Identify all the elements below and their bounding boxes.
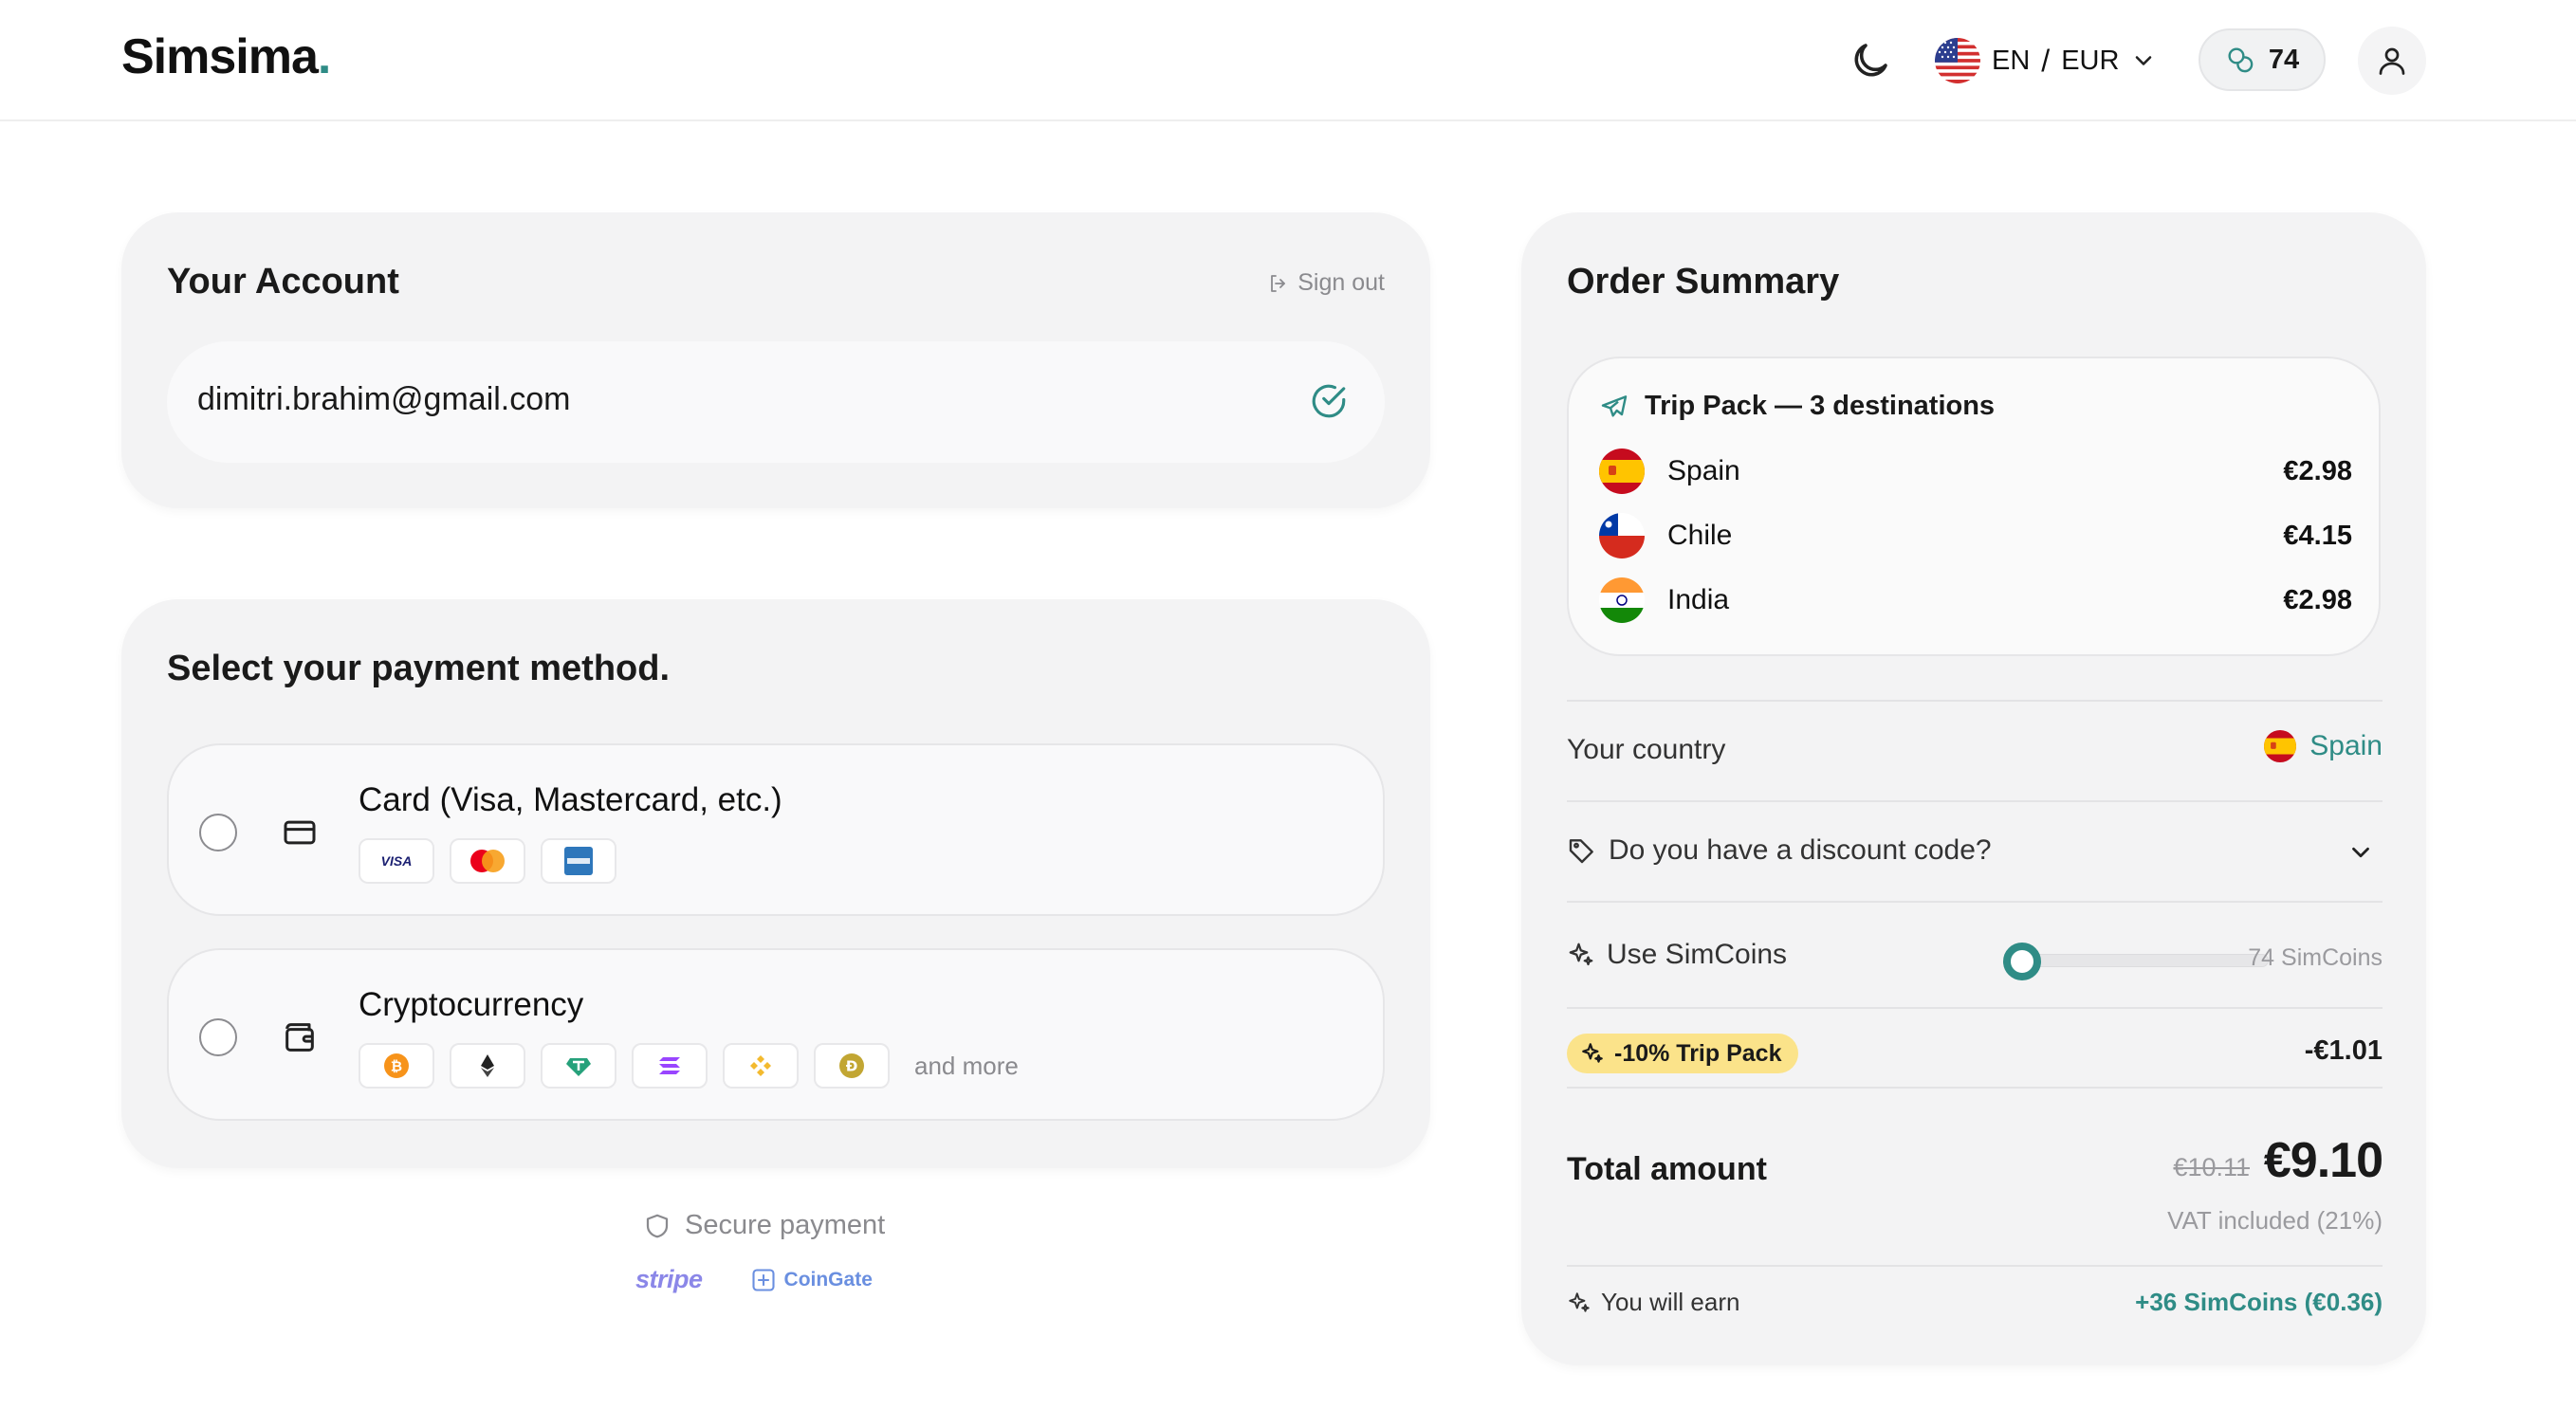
destination-row: India €2.98	[1599, 577, 2352, 624]
trip-pack-header: Trip Pack — 3 destinations	[1599, 391, 1995, 422]
usdt-icon	[541, 1043, 616, 1089]
language-label: EN	[1992, 45, 2031, 76]
crypto-option-label: Cryptocurrency	[359, 986, 584, 1023]
payment-method-card: Select your payment method. Card (Visa, …	[121, 599, 1430, 1168]
dogecoin-icon: Ð	[814, 1043, 890, 1089]
account-card: Your Account Sign out dimitri.brahim@gma…	[121, 212, 1430, 508]
sparkle-icon	[1569, 1291, 1590, 1312]
discount-label: Do you have a discount code?	[1609, 834, 1992, 866]
simcoins-max: 74 SimCoins	[2248, 944, 2383, 971]
earn-label: You will earn	[1601, 1288, 1740, 1316]
coins-icon	[2228, 47, 2254, 73]
original-price: €10.11	[2173, 1153, 2250, 1181]
shield-icon	[646, 1214, 669, 1237]
vat-note: VAT included (21%)	[2167, 1206, 2383, 1235]
simcoins-balance-button[interactable]: 74	[2199, 28, 2326, 91]
email-value: dimitri.brahim@gmail.com	[197, 381, 571, 417]
logo[interactable]: Simsima.	[121, 29, 331, 84]
stripe-logo: stripe	[635, 1265, 703, 1293]
dark-mode-toggle[interactable]	[1848, 38, 1893, 83]
coingate-icon	[751, 1268, 775, 1291]
sparkle-icon	[1569, 943, 1593, 966]
payment-providers: stripe CoinGate	[635, 1265, 873, 1294]
destination-row: Chile €4.15	[1599, 512, 2352, 559]
coins-count: 74	[2268, 44, 2300, 75]
card-brands: VISA	[359, 838, 616, 884]
crypto-coins: ₿ Ð and more	[359, 1043, 1019, 1089]
spain-flag-icon	[2264, 730, 2297, 762]
user-icon	[2379, 47, 2405, 75]
sign-out-link[interactable]: Sign out	[1267, 269, 1385, 297]
payment-title: Select your payment method.	[167, 649, 671, 688]
tag-icon	[1569, 839, 1593, 864]
language-currency-selector[interactable]: EN / EUR	[1935, 34, 2157, 87]
card-option-label: Card (Visa, Mastercard, etc.)	[359, 781, 782, 818]
sign-out-icon	[1271, 274, 1286, 292]
destination-row: Spain €2.98	[1599, 448, 2352, 495]
plane-icon	[1601, 394, 1628, 417]
order-summary-title: Order Summary	[1567, 262, 1840, 302]
card-radio[interactable]	[199, 814, 237, 851]
moon-icon	[1854, 44, 1887, 77]
credit-card-icon	[284, 820, 316, 845]
sparkle-icon	[1582, 1043, 1603, 1063]
total-row: Total amount €10.11 €9.10 VAT included (…	[1567, 1087, 2383, 1265]
india-flag-icon	[1599, 577, 1645, 623]
discount-code-toggle[interactable]: Do you have a discount code?	[1567, 800, 2383, 901]
order-summary-card: Order Summary Trip Pack — 3 destinations…	[1521, 212, 2426, 1365]
total-price: €9.10	[2263, 1133, 2383, 1188]
bnb-icon	[723, 1043, 799, 1089]
account-button[interactable]	[2358, 27, 2426, 95]
wallet-icon	[285, 1023, 314, 1052]
solana-icon	[632, 1043, 708, 1089]
discount-row: -10% Trip Pack -€1.01	[1567, 1007, 2383, 1087]
us-flag-icon	[1935, 38, 1980, 83]
email-field[interactable]: dimitri.brahim@gmail.com	[167, 341, 1385, 463]
visa-icon: VISA	[359, 838, 434, 884]
account-title: Your Account	[167, 262, 399, 302]
mastercard-icon	[450, 838, 525, 884]
total-label: Total amount	[1567, 1151, 1767, 1187]
simcoins-label: Use SimCoins	[1607, 939, 1788, 970]
svg-text:₿: ₿	[391, 1058, 402, 1075]
country-label: Your country	[1567, 734, 1726, 765]
svg-text:Ð: Ð	[846, 1058, 858, 1075]
secure-payment-note: Secure payment	[643, 1210, 885, 1241]
country-row: Your country Spain	[1567, 700, 2383, 800]
simcoins-slider-handle[interactable]	[2003, 943, 2041, 980]
spain-flag-icon	[1599, 449, 1645, 494]
earn-value: +36 SimCoins (€0.36)	[2135, 1288, 2383, 1316]
simcoins-slider-track[interactable]	[2022, 954, 2269, 967]
crypto-radio[interactable]	[199, 1018, 237, 1056]
svg-text:VISA: VISA	[381, 853, 413, 869]
trip-pack-box: Trip Pack — 3 destinations Spain €2.98 C…	[1567, 357, 2381, 656]
payment-option-card[interactable]: Card (Visa, Mastercard, etc.) VISA	[167, 743, 1385, 916]
bitcoin-icon: ₿	[359, 1043, 434, 1089]
separator: /	[2041, 43, 2051, 78]
chevron-down-icon	[2352, 847, 2369, 858]
discount-amount: -€1.01	[2304, 1035, 2383, 1066]
more-coins-label: and more	[914, 1051, 1019, 1080]
earn-row: You will earn +36 SimCoins (€0.36)	[1567, 1265, 2383, 1341]
amex-icon	[541, 838, 616, 884]
payment-option-crypto[interactable]: Cryptocurrency ₿ Ð and more	[167, 948, 1385, 1121]
country-selector[interactable]: Spain	[2264, 730, 2383, 762]
ethereum-icon	[450, 1043, 525, 1089]
coingate-logo: CoinGate	[750, 1267, 873, 1293]
trip-pack-discount-badge: -10% Trip Pack	[1567, 1034, 1799, 1073]
simcoins-row: Use SimCoins 74 SimCoins	[1567, 901, 2383, 1007]
top-bar: Simsima. EN / EUR 74	[0, 0, 2576, 121]
chile-flag-icon	[1599, 513, 1645, 558]
currency-label: EUR	[2061, 45, 2120, 76]
check-circle-icon	[1312, 384, 1346, 418]
chevron-down-icon	[2136, 56, 2152, 65]
